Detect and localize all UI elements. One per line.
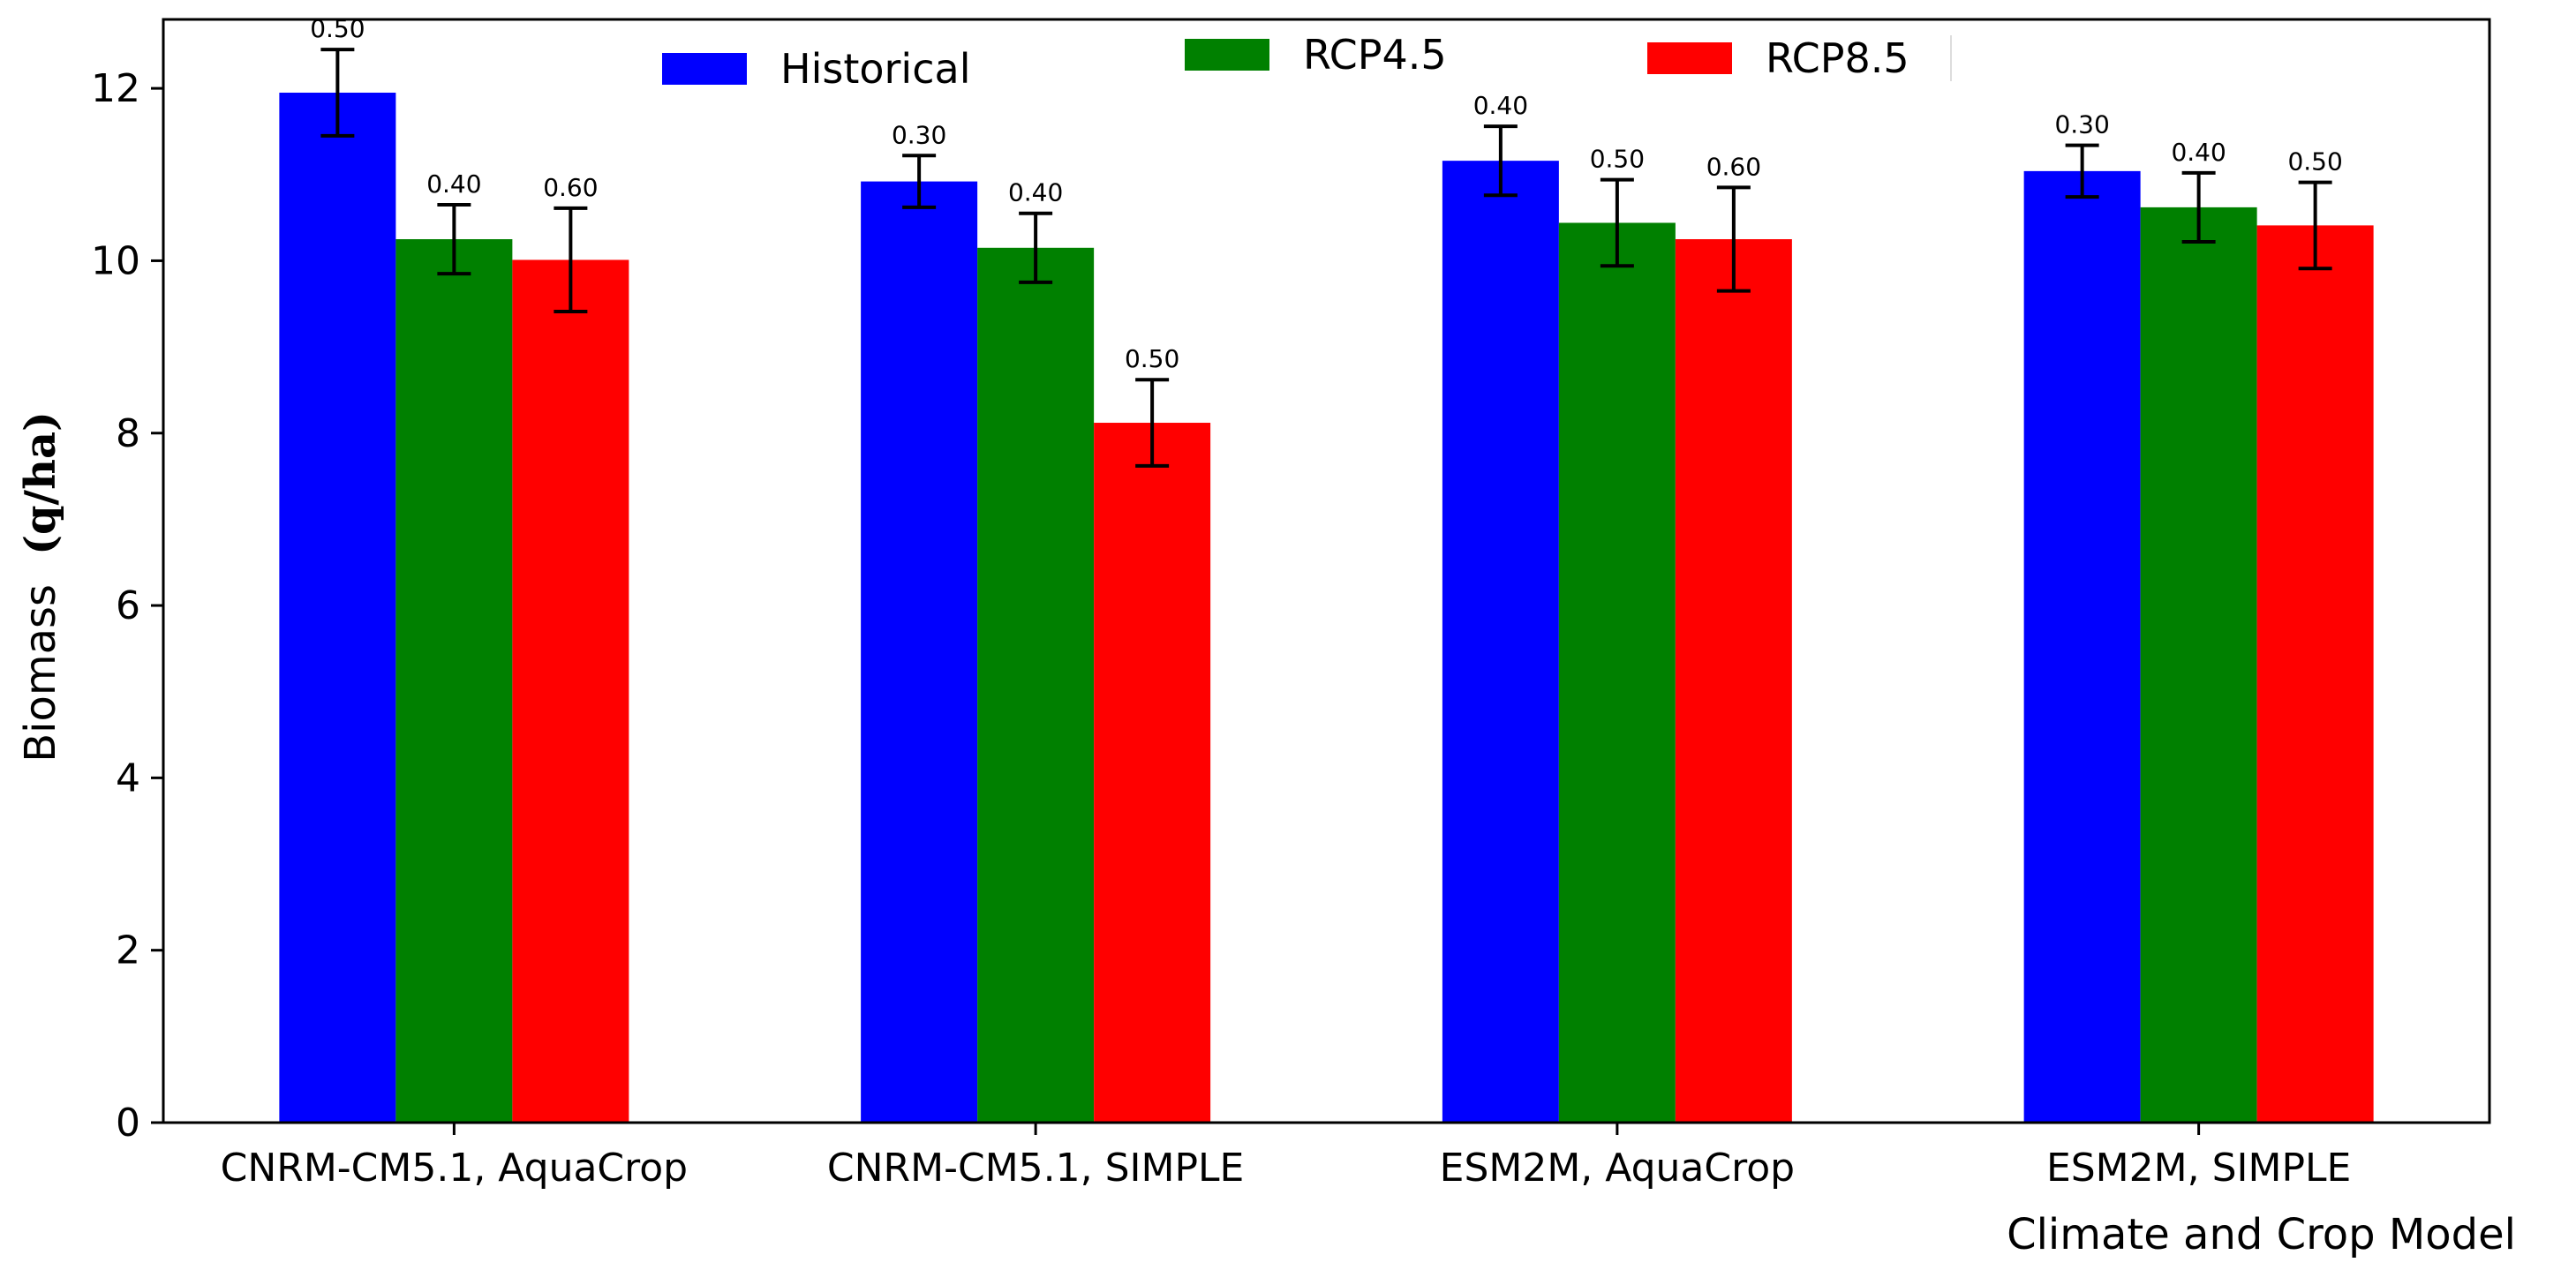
- legend-swatch: [1647, 42, 1732, 74]
- bar-historical: [2023, 170, 2141, 1123]
- y-tick-label: 2: [116, 928, 140, 973]
- y-tick-label: 6: [116, 583, 140, 628]
- error-value-label: 0.40: [1473, 91, 1528, 120]
- x-category-label: ESM2M, SIMPLE: [2046, 1146, 2351, 1191]
- legend-swatch: [662, 53, 747, 85]
- bar-historical: [279, 93, 396, 1123]
- error-value-label: 0.40: [2171, 138, 2226, 167]
- bar-rcp4-5: [977, 247, 1095, 1123]
- legend: Historical RCP4.5 RCP8.5: [662, 31, 1952, 93]
- x-category-label: CNRM-CM5.1, SIMPLE: [827, 1146, 1244, 1191]
- legend-swatch: [1185, 39, 1269, 71]
- y-tick-label: 4: [116, 755, 140, 800]
- error-value-label: 0.60: [543, 173, 598, 202]
- y-tick-label: 10: [91, 238, 140, 283]
- bar-rcp4-5: [1558, 222, 1676, 1123]
- error-value-label: 0.40: [426, 169, 481, 199]
- plot-frame: [162, 18, 2491, 1124]
- y-axis-title-unit: (q/ha): [16, 411, 65, 555]
- error-value-label: 0.60: [1706, 152, 1761, 181]
- y-axis-title: Biomass (q/ha): [16, 411, 65, 763]
- bars-layer: [279, 93, 2374, 1123]
- legend-label: RCP4.5: [1303, 31, 1447, 79]
- bar-historical: [1442, 161, 1559, 1123]
- error-value-label: 0.50: [1590, 145, 1645, 174]
- x-category-label: CNRM-CM5.1, AquaCrop: [221, 1146, 688, 1191]
- error-value-label: 0.50: [2287, 147, 2342, 177]
- bar-historical: [861, 181, 978, 1123]
- y-tick-label: 0: [116, 1101, 140, 1146]
- axis-ticks-layer: 0 2 4 6 8 10 12 CNRM-CM5.1, AquaCrop CNRM-CM5.1,…: [91, 66, 2351, 1191]
- bar-rcp4-5: [2140, 207, 2257, 1123]
- bar-rcp4-5: [395, 239, 513, 1123]
- y-tick-label: 8: [116, 411, 140, 456]
- x-category-label: ESM2M, AquaCrop: [1440, 1146, 1795, 1191]
- legend-label: Historical: [780, 45, 970, 93]
- bar-rcp8-5: [1675, 239, 1792, 1123]
- bar-rcp8-5: [512, 259, 629, 1123]
- x-axis-title: Climate and Crop Model: [2007, 1210, 2516, 1259]
- error-value-label: 0.30: [892, 120, 946, 149]
- y-tick-label: 12: [91, 66, 140, 111]
- error-value-label: 0.40: [1008, 178, 1063, 207]
- bar-rcp8-5: [2256, 225, 2374, 1123]
- error-value-label: 0.30: [2054, 110, 2109, 139]
- y-axis-title-label: Biomass: [16, 584, 65, 763]
- error-bars-layer: 0.50 0.40 0.60 0.30 0.40 0.50 0.40 0.50 0.60 0.30…: [310, 14, 2343, 468]
- error-value-label: 0.50: [1125, 344, 1179, 373]
- bar-rcp8-5: [1094, 423, 1211, 1123]
- legend-label: RCP8.5: [1766, 34, 1909, 82]
